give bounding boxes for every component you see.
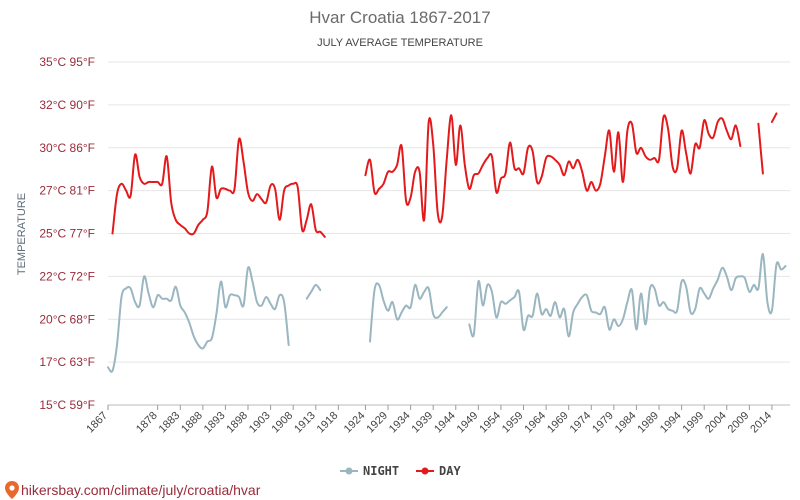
x-tick-label: 1954 [477,410,503,436]
y-tick-label: 20°C 68°F [39,312,95,326]
legend-night-label: NIGHT [363,464,399,478]
series-night-line [307,285,321,299]
legend-item-night[interactable]: NIGHT [340,464,399,478]
x-tick-label: 1918 [315,410,341,436]
location-pin-icon [5,481,19,499]
y-tick-label: 17°C 63°F [39,355,95,369]
x-tick-label: 1999 [681,410,707,436]
x-tick-label: 1979 [590,410,616,436]
series-night-line [370,283,447,341]
x-tick-label: 1974 [568,410,594,436]
watermark[interactable]: hikersbay.com/climate/july/croatia/hvar [5,481,261,499]
x-tick-label: 1867 [84,410,110,436]
legend-night-marker [346,468,353,475]
x-tick-label: 1878 [134,410,160,436]
series-night-line [469,254,785,337]
x-tick-label: 1929 [364,410,390,436]
x-tick-label: 1893 [202,410,228,436]
legend-day-marker [422,468,429,475]
x-tick-label: 1913 [292,410,318,436]
x-tick-label: 1934 [387,410,413,436]
y-tick-label: 32°C 90°F [39,98,95,112]
chart-subtitle: JULY AVERAGE TEMPERATURE [317,37,483,49]
y-tick-label: 15°C 59°F [39,398,95,412]
series [108,113,786,371]
x-tick-label: 1964 [522,410,548,436]
series-day-line [113,138,325,236]
x-tick-label: 1994 [658,410,684,436]
x-tick-label: 1944 [432,410,458,436]
x-tick-label: 1888 [179,410,205,436]
x-tick-label: 2014 [748,410,774,436]
series-day-line [365,115,740,222]
x-tick-label: 1984 [613,410,639,436]
y-axis-ticks: 15°C 59°F 17°C 63°F 20°C 68°F 22°C 72°F 25°C… [39,55,95,412]
y-tick-label: 22°C 72°F [39,269,95,283]
x-tick-label: 1969 [545,410,571,436]
y-tick-label: 25°C 77°F [39,227,95,241]
series-day-line [772,113,777,122]
legend-day-label: DAY [439,464,461,478]
x-tick-label: 2004 [703,410,729,436]
watermark-link[interactable]: hikersbay.com/climate/july/croatia/hvar [21,482,261,498]
x-tick-label: 1939 [410,410,436,436]
x-tick-label: 1959 [500,410,526,436]
y-tick-label: 35°C 95°F [39,55,95,69]
grid [108,62,790,405]
chart-title: Hvar Croatia 1867-2017 [309,8,490,27]
y-axis-title: TEMPERATURE [16,193,28,275]
x-tick-label: 1908 [270,410,296,436]
x-tick-label: 1989 [635,410,661,436]
legend[interactable]: NIGHT DAY [340,464,461,478]
x-tick-label: 1883 [157,410,183,436]
x-axis-ticks: 1867 187818831888189318981903190819131918… [84,405,774,435]
x-tick-label: 1924 [342,410,368,436]
x-tick-label: 1903 [247,410,273,436]
x-tick-label: 1949 [455,410,481,436]
y-tick-label: 30°C 86°F [39,141,95,155]
series-day-line [758,124,763,174]
y-tick-label: 27°C 81°F [39,184,95,198]
x-tick-label: 1898 [224,410,250,436]
x-tick-label: 2009 [726,410,752,436]
legend-item-day[interactable]: DAY [416,464,461,478]
